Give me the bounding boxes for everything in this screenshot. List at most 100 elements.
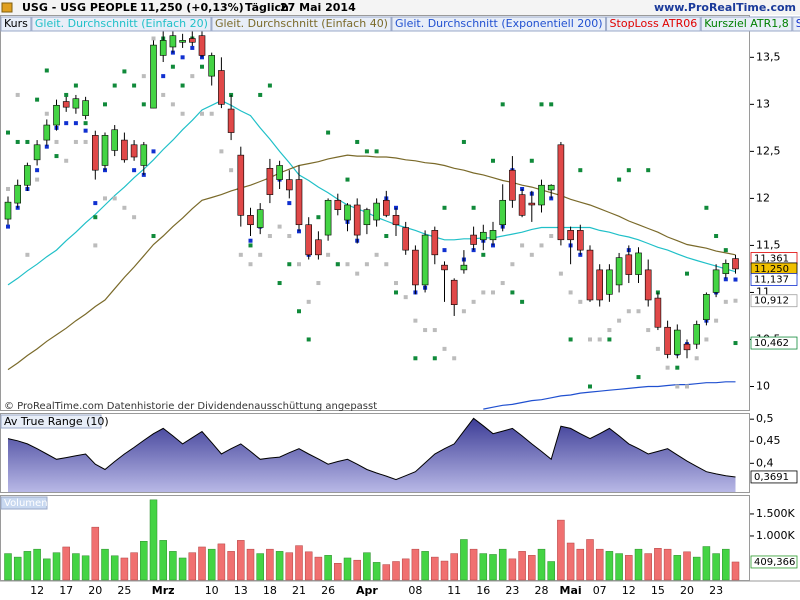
header-icon (1, 2, 13, 13)
candle-body (470, 234, 477, 245)
y-tick-label: 12 (756, 191, 770, 204)
signal-dot (6, 130, 10, 135)
signal-dot (568, 337, 573, 342)
candle-body (489, 230, 497, 241)
candle-body (703, 294, 710, 321)
signal-dot (54, 139, 59, 144)
signal-dot (646, 328, 651, 333)
date: 27 Mai 2014 (280, 1, 356, 14)
candle-body (596, 269, 604, 301)
candle-body (305, 224, 313, 256)
signal-dot (413, 356, 418, 361)
signal-dot (442, 346, 447, 351)
signal-dot (93, 215, 98, 220)
signal-dot (35, 168, 40, 173)
signal-dot (44, 144, 49, 149)
signal-dot (675, 365, 680, 370)
volume-bar (421, 551, 429, 581)
value-marker-label: 10,912 (754, 296, 789, 307)
legend-label: Kurs (4, 17, 28, 30)
signal-dot (103, 196, 107, 201)
volume-bar (528, 555, 536, 581)
candle-body (644, 269, 652, 301)
x-tick-label: 07 (593, 584, 607, 597)
candle-body (33, 144, 41, 161)
candle-body (237, 154, 245, 216)
x-tick-label: 15 (651, 584, 665, 597)
volume-bar (91, 526, 100, 581)
signal-dot (345, 177, 350, 182)
signal-dot (15, 92, 20, 97)
signal-dot (54, 154, 59, 159)
signal-dot (549, 234, 554, 239)
signal-dot (355, 271, 360, 276)
volume-bar (702, 546, 711, 581)
x-tick-label: 21 (292, 584, 306, 597)
volume-bar (256, 553, 264, 581)
value-marker-label: 11,361 (754, 253, 789, 264)
volume-bar (266, 548, 274, 581)
signal-dot (500, 281, 505, 286)
x-tick-label: 26 (321, 584, 335, 597)
volume-bar (372, 562, 381, 581)
legend-label: Gleit. Durchschnitt (Einfach 20) (35, 17, 208, 30)
candle-body (62, 101, 70, 108)
signal-dot (44, 68, 49, 73)
signal-dot (229, 168, 234, 173)
candle-body (208, 55, 215, 77)
signal-dot (403, 295, 408, 300)
candle-body (198, 35, 206, 56)
volume-bar (557, 519, 565, 581)
value-marker-label: 409,366 (754, 557, 795, 568)
signal-dot (200, 64, 204, 69)
signal-dot (442, 205, 447, 210)
candle-body (218, 70, 225, 105)
candle-body (140, 144, 148, 166)
legend-box (211, 16, 392, 32)
signal-dot (180, 111, 185, 116)
value-marker-label: 11,250 (754, 264, 789, 275)
signal-dot (151, 234, 156, 239)
candle-body (479, 231, 487, 241)
volume-bar (159, 540, 167, 581)
x-tick-label: 10 (205, 584, 219, 597)
volume-bar (518, 551, 526, 581)
volume-bar (314, 556, 323, 581)
volume-bar (275, 551, 284, 581)
volume-title-box (0, 496, 48, 510)
volume-bar (217, 543, 226, 581)
signal-dot (219, 149, 224, 154)
signal-dot (151, 149, 156, 154)
signal-dot (461, 309, 466, 314)
volume-bar (52, 552, 61, 581)
x-tick-label: 08 (408, 584, 422, 597)
signal-dot (578, 168, 583, 173)
volume-bar (120, 557, 129, 581)
y-tick-label: 12,5 (756, 144, 781, 157)
signal-dot (73, 83, 78, 88)
signal-dot (112, 83, 117, 88)
signal-dot (170, 102, 175, 107)
candle-body (159, 40, 167, 56)
period: Täglich (245, 1, 289, 14)
signal-dot (471, 299, 476, 304)
candle-body (450, 279, 458, 305)
candle-body (266, 167, 274, 195)
signal-dot (132, 83, 137, 88)
candle-body (285, 179, 293, 191)
volume-bar (683, 551, 691, 581)
volume-bar (178, 557, 187, 581)
candle-body (635, 252, 642, 275)
signal-dot (6, 224, 10, 229)
signal-dot (588, 384, 592, 389)
candle-body (712, 269, 720, 293)
value-marker-label: 10,462 (754, 338, 789, 349)
volume-bar (692, 556, 701, 581)
signal-dot (132, 215, 137, 220)
candle-body (247, 215, 254, 226)
candle-body (14, 184, 21, 204)
signal-dot (394, 290, 398, 295)
signal-dot (73, 121, 78, 126)
signal-dot (6, 186, 10, 191)
signal-dot (141, 74, 146, 79)
